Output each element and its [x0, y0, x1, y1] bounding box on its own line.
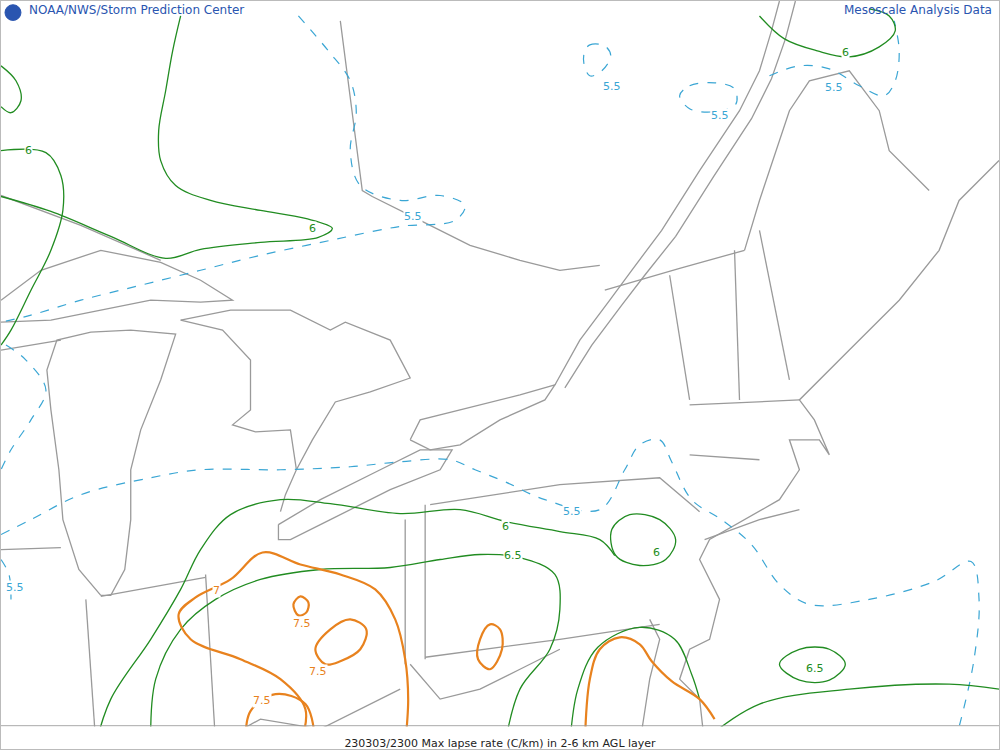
svg-text:5.5: 5.5: [404, 210, 422, 223]
svg-text:6: 6: [309, 222, 316, 235]
svg-text:7: 7: [213, 584, 220, 597]
svg-text:Mesoscale Analysis Data: Mesoscale Analysis Data: [844, 3, 992, 17]
svg-text:7.5: 7.5: [253, 694, 271, 707]
svg-text:230303/2300 Max lapse rate (C/: 230303/2300 Max lapse rate (C/km) in 2-6…: [344, 737, 656, 750]
svg-text:6: 6: [653, 546, 660, 559]
svg-text:6.5: 6.5: [806, 662, 824, 675]
svg-text:5.5: 5.5: [6, 581, 24, 594]
svg-text:6.5: 6.5: [504, 549, 522, 562]
svg-text:5.5: 5.5: [711, 109, 729, 122]
svg-text:5.5: 5.5: [825, 81, 843, 94]
svg-text:7.5: 7.5: [309, 665, 327, 678]
svg-text:5.5: 5.5: [603, 80, 621, 93]
svg-text:5.5: 5.5: [563, 505, 581, 518]
svg-text:6: 6: [502, 520, 509, 533]
svg-text:6: 6: [842, 46, 849, 59]
svg-text:6: 6: [25, 144, 32, 157]
svg-text:7.5: 7.5: [293, 617, 311, 630]
svg-text:NOAA/NWS/Storm Prediction Cent: NOAA/NWS/Storm Prediction Center: [29, 3, 244, 17]
